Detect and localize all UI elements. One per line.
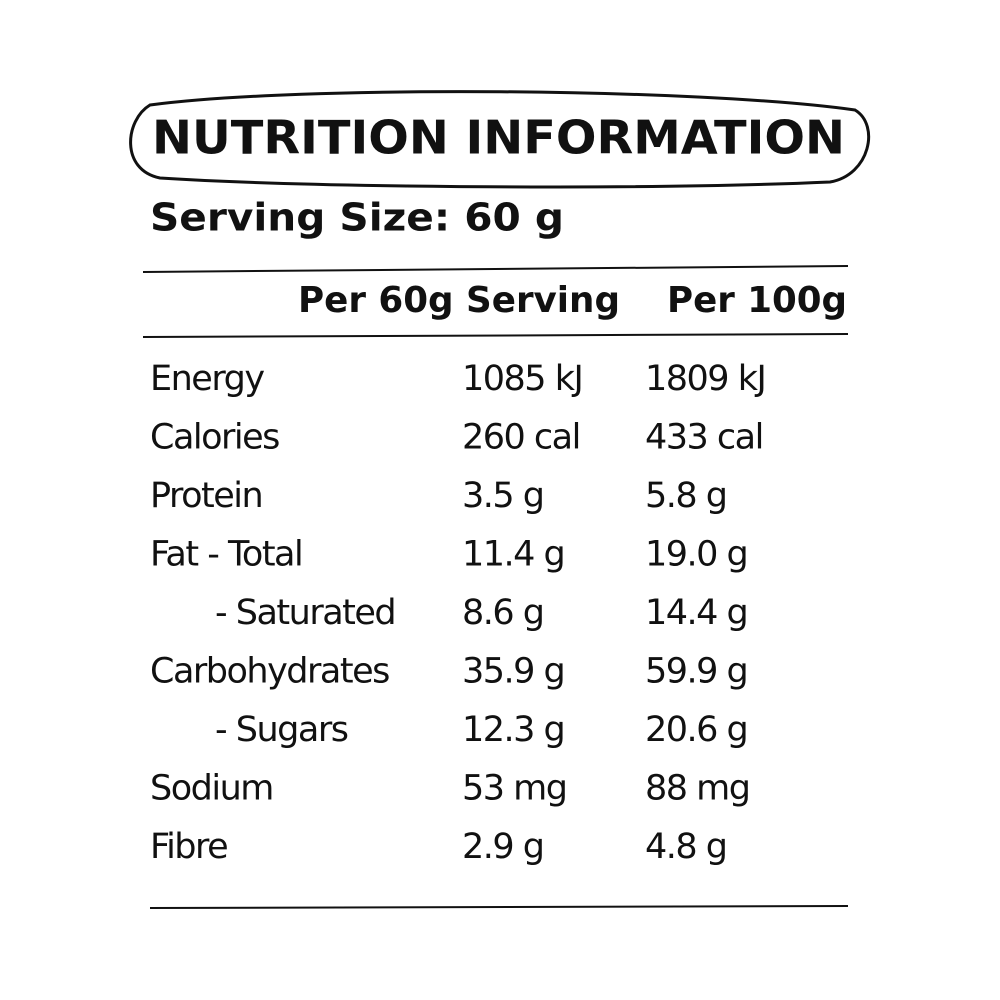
row-value: 19.0 g — [645, 535, 747, 575]
title: NUTRITION INFORMATION — [152, 111, 845, 165]
row-value: 2.9 g — [462, 827, 544, 867]
row-value: 14.4 g — [645, 593, 747, 633]
row-value: 59.9 g — [645, 652, 747, 692]
row-label: - Sugars — [215, 710, 348, 750]
row-value: 3.5 g — [462, 476, 544, 516]
row-value: 88 mg — [645, 769, 749, 809]
divider — [149, 905, 849, 909]
row-value: 8.6 g — [462, 593, 544, 633]
row-label: Energy — [150, 359, 264, 399]
row-label: Sodium — [150, 769, 273, 809]
title-oval — [129, 90, 871, 189]
row-value: 1809 kJ — [645, 359, 765, 399]
column-header: Per 60g Serving — [298, 280, 620, 321]
row-label: Fat - Total — [150, 535, 302, 575]
row-value: 1085 kJ — [462, 359, 582, 399]
divider — [142, 265, 849, 273]
divider — [142, 333, 849, 338]
row-value: 20.6 g — [645, 710, 747, 750]
row-value: 35.9 g — [462, 652, 564, 692]
row-value: 12.3 g — [462, 710, 564, 750]
row-label: - Saturated — [215, 593, 395, 633]
row-label: Protein — [150, 476, 262, 516]
row-value: 53 mg — [462, 769, 566, 809]
row-value: 260 cal — [462, 418, 580, 458]
row-label: Fibre — [150, 827, 227, 867]
row-value: 4.8 g — [645, 827, 727, 867]
row-label: Carbohydrates — [150, 652, 389, 692]
row-value: 433 cal — [645, 418, 763, 458]
column-header: Per 100g — [667, 280, 847, 321]
serving-size: Serving Size: 60 g — [150, 196, 564, 240]
table-body: Energy 1085 kJ 1809 kJ Calories 260 cal 433 c… — [150, 359, 767, 867]
row-label: Calories — [150, 418, 279, 458]
row-value: 5.8 g — [645, 476, 727, 516]
row-value: 11.4 g — [462, 535, 564, 575]
